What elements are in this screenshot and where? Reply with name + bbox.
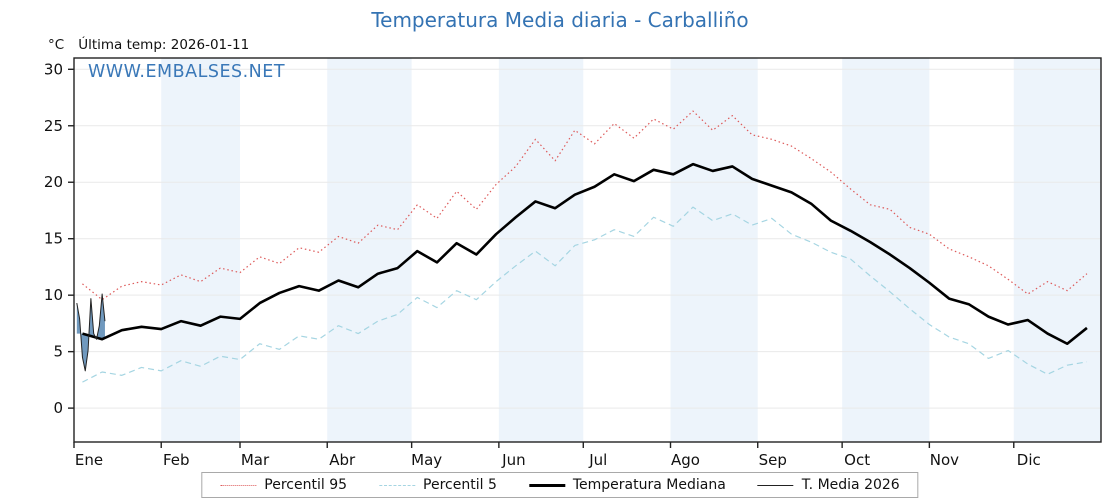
- svg-text:Abr: Abr: [329, 451, 356, 469]
- svg-text:20: 20: [44, 173, 63, 191]
- legend-label: T. Media 2026: [801, 477, 900, 493]
- legend-item: T. Media 2026: [757, 477, 900, 493]
- svg-text:25: 25: [44, 117, 63, 135]
- svg-text:Jul: Jul: [588, 451, 607, 469]
- unit-label: °C: [48, 37, 65, 53]
- svg-text:May: May: [411, 451, 442, 469]
- chart-canvas: 0 5 10 15 20 25 30 Ene Feb Mar Abr May Jun Jul Ago Sep O…: [44, 57, 1102, 469]
- svg-text:Sep: Sep: [759, 451, 787, 469]
- svg-text:30: 30: [44, 60, 63, 78]
- svg-text:10: 10: [44, 286, 63, 304]
- svg-text:Ene: Ene: [75, 451, 103, 469]
- legend-label: Percentil 95: [264, 477, 348, 493]
- legend-sample-dashed-line: [379, 484, 416, 486]
- chart-title: Temperatura Media diaria - Carballiño: [371, 8, 749, 32]
- legend-item: Percentil 95: [220, 477, 347, 493]
- svg-text:Jun: Jun: [501, 451, 525, 469]
- svg-text:Feb: Feb: [163, 451, 190, 469]
- legend-sample-dotted-line: [220, 484, 257, 486]
- svg-text:Oct: Oct: [844, 451, 870, 469]
- legend-label: Temperatura Mediana: [572, 477, 726, 493]
- svg-text:Nov: Nov: [930, 451, 959, 469]
- watermark: WWW.EMBALSES.NET: [88, 62, 286, 82]
- svg-text:Dic: Dic: [1017, 451, 1041, 469]
- legend-item: Temperatura Mediana: [528, 477, 726, 493]
- svg-text:Ago: Ago: [671, 451, 700, 469]
- last-temp-label: Última temp: 2026-01-11: [78, 37, 250, 53]
- legend-sample-solid-line: [528, 483, 565, 487]
- legend: Percentil 95 Percentil 5 Temperatura Media…: [201, 472, 919, 498]
- legend-sample-solid-line: [757, 484, 794, 486]
- svg-text:Mar: Mar: [241, 451, 270, 469]
- svg-text:15: 15: [44, 230, 63, 248]
- svg-text:5: 5: [53, 343, 63, 361]
- legend-label: Percentil 5: [423, 477, 497, 493]
- svg-text:0: 0: [53, 399, 63, 417]
- chart-meta: °C Última temp: 2026-01-11: [48, 37, 249, 53]
- legend-item: Percentil 5: [379, 477, 497, 493]
